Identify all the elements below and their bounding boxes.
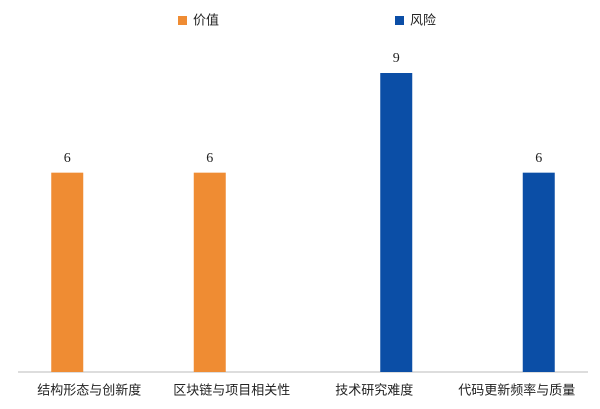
bar <box>193 172 226 372</box>
data-label: 6 <box>535 151 542 166</box>
x-tick-label: 技术研究难度 <box>335 383 413 399</box>
data-label: 9 <box>393 51 400 66</box>
bar <box>380 73 413 372</box>
data-label: 6 <box>206 151 213 166</box>
legend-swatch <box>395 16 404 25</box>
legend-label: 价值 <box>193 13 219 29</box>
legend-label: 风险 <box>410 14 436 29</box>
x-tick-label: 区块链与项目相关性 <box>173 384 290 399</box>
legend-swatch <box>178 16 187 25</box>
bar <box>51 172 84 372</box>
bar <box>522 172 555 372</box>
data-label: 6 <box>64 151 71 166</box>
x-tick-label: 代码更新频率与质量 <box>458 383 575 399</box>
x-tick-label: 结构形态与创新度 <box>37 383 141 399</box>
